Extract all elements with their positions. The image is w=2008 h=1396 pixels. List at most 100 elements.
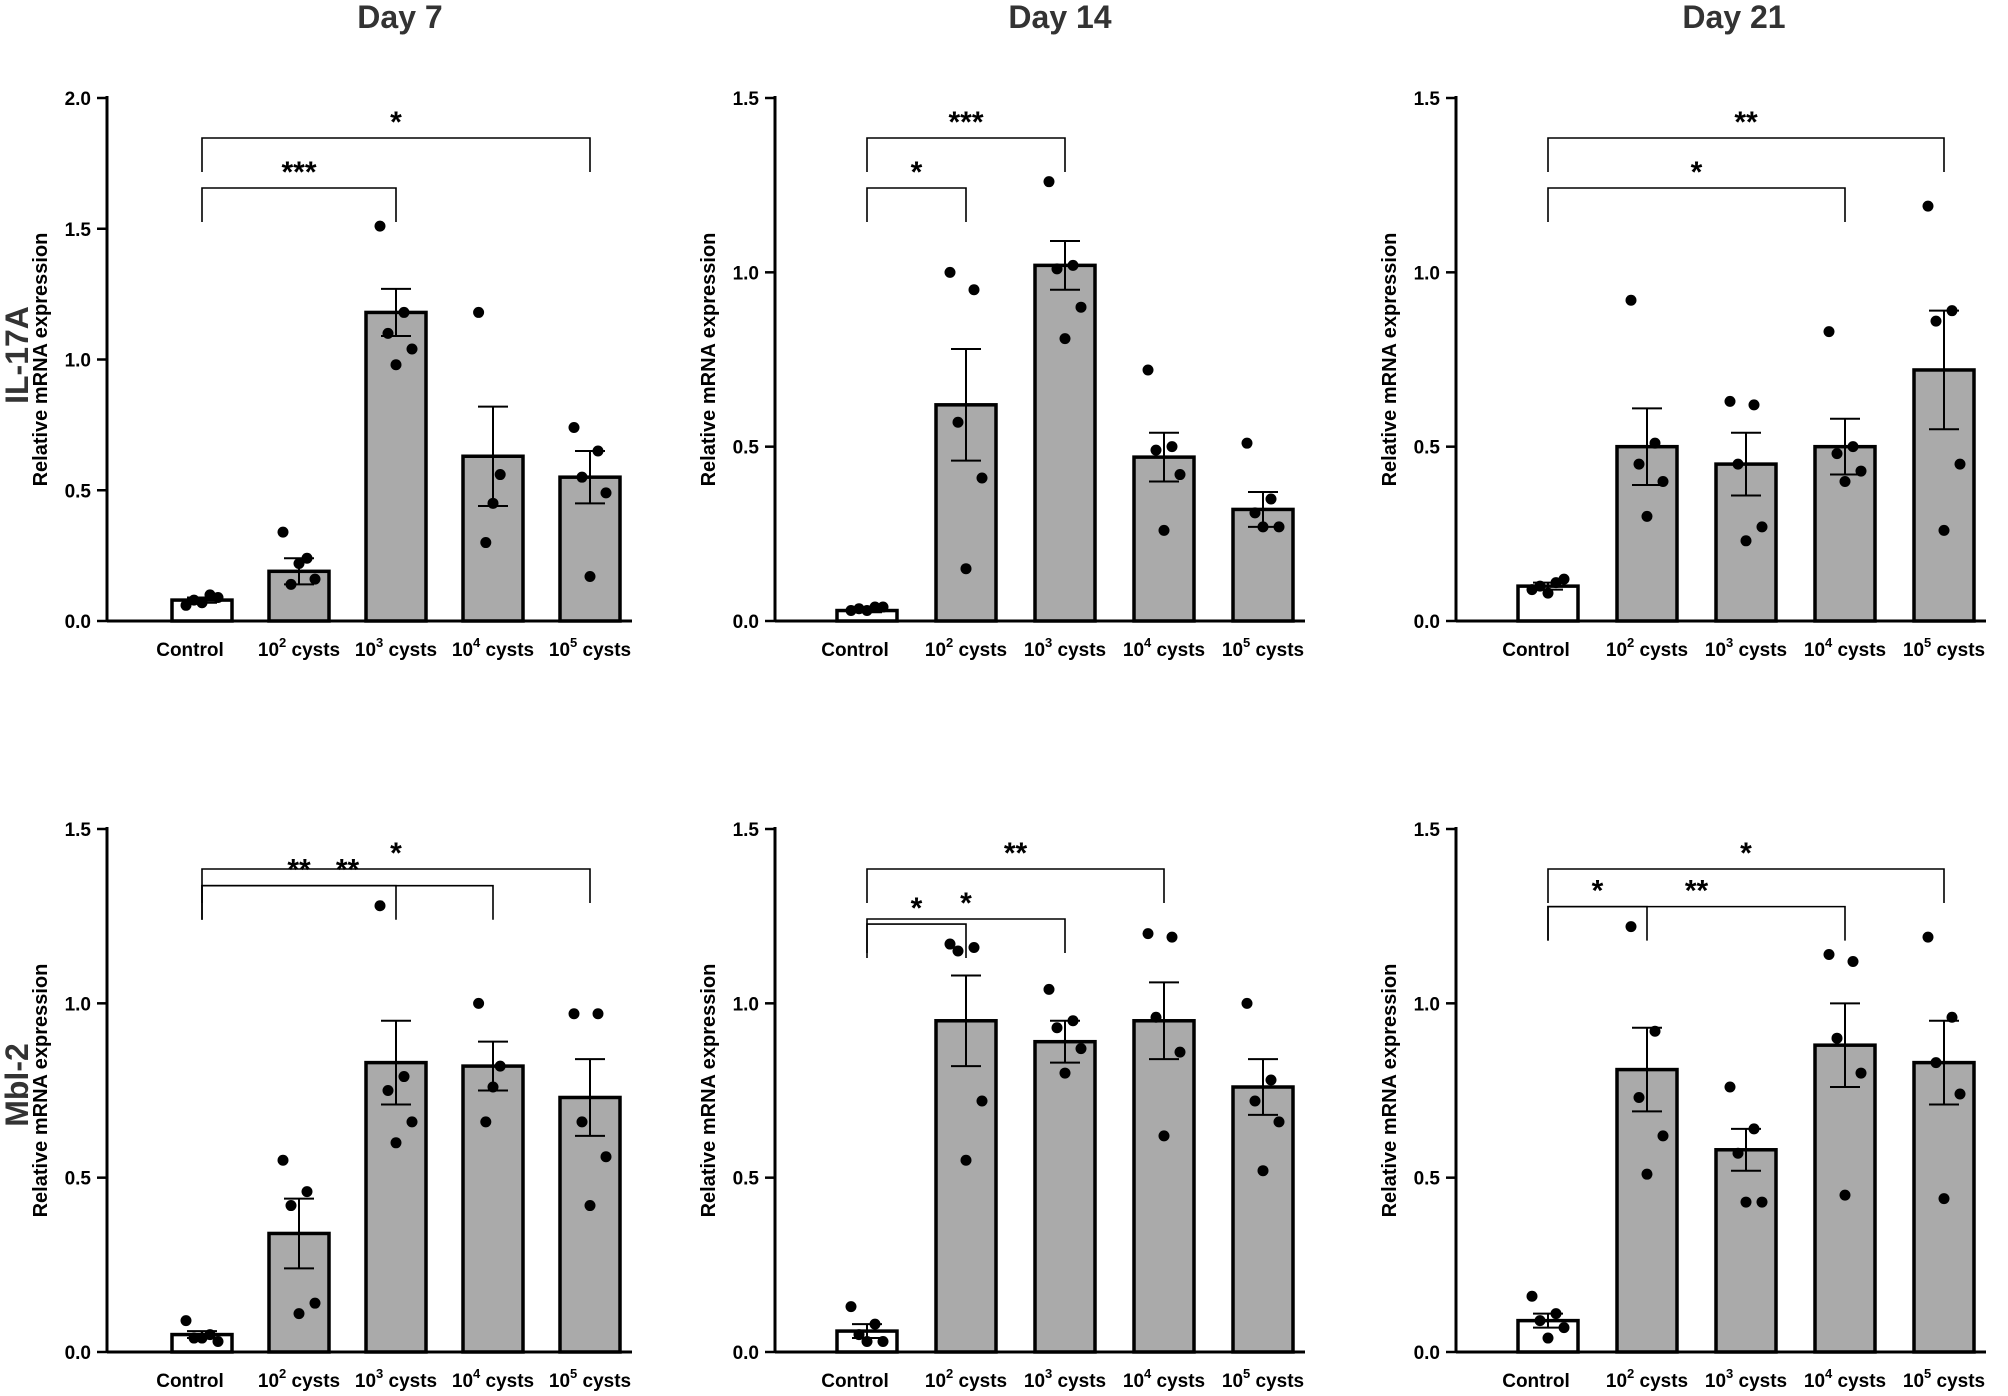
y-tick-label: 1.5 <box>733 820 760 841</box>
panel-2: 0.0 0.5 1.0 1.5 Relative mRNA expression Cont… <box>1379 89 1986 661</box>
data-point <box>1839 1189 1851 1201</box>
data-point <box>1150 444 1162 456</box>
data-point <box>1273 1116 1285 1128</box>
significance-bracket <box>201 884 397 920</box>
category-label: 103 cysts <box>1705 1366 1787 1392</box>
significance-label: * <box>960 887 972 920</box>
data-point <box>1059 1067 1071 1079</box>
data-point <box>1174 469 1186 481</box>
data-point <box>1542 587 1554 599</box>
category-label: 104 cysts <box>1804 1366 1886 1392</box>
y-tick-label: 0.0 <box>1414 1343 1440 1364</box>
category-label: 103 cysts <box>1024 635 1106 661</box>
data-point <box>976 1095 988 1107</box>
data-point <box>1954 458 1966 470</box>
data-point <box>374 220 386 232</box>
data-point <box>960 563 972 575</box>
data-point <box>293 1308 305 1320</box>
data-point <box>1051 263 1063 275</box>
data-point <box>494 469 506 481</box>
data-point <box>1657 1130 1669 1142</box>
bar <box>934 1019 998 1354</box>
data-point <box>1740 1196 1752 1208</box>
data-point <box>398 1071 410 1083</box>
chart-panels: 0.0 0.5 1.0 1.5 2.0 Relative mRNA expression C… <box>30 89 1986 1392</box>
data-point <box>309 1297 321 1309</box>
significance-label: * <box>1592 875 1604 908</box>
y-axis-label: Relative mRNA expression <box>1379 964 1401 1218</box>
data-point <box>212 591 224 603</box>
data-point <box>1067 1015 1079 1027</box>
data-point <box>1823 949 1835 961</box>
data-point <box>277 1154 289 1166</box>
data-point <box>1558 573 1570 585</box>
data-point <box>390 1137 402 1149</box>
data-point <box>1641 510 1653 522</box>
data-point <box>1249 1095 1261 1107</box>
y-tick-label: 1.5 <box>733 89 760 110</box>
y-tick-label: 0.5 <box>733 1169 760 1190</box>
significance-label: ** <box>287 854 311 887</box>
data-point <box>1724 395 1736 407</box>
data-point <box>212 1336 224 1348</box>
y-tick-label: 1.5 <box>65 220 92 241</box>
bar <box>1813 444 1877 623</box>
data-point <box>487 1081 499 1093</box>
panel-3: 0.0 0.5 1.0 1.5 Relative mRNA expression Cont… <box>30 820 632 1392</box>
category-label: Control <box>1502 640 1570 661</box>
data-point <box>1748 399 1760 411</box>
significance-bracket <box>201 187 397 222</box>
category-label: 102 cysts <box>1606 635 1688 661</box>
data-point <box>277 526 289 538</box>
significance-label: * <box>390 106 402 139</box>
significance-label: *** <box>948 106 983 139</box>
bar <box>364 1060 428 1354</box>
y-axis-label: Relative mRNA expression <box>1379 233 1401 487</box>
bar <box>461 1064 525 1354</box>
data-point <box>584 1200 596 1212</box>
category-label: Control <box>1502 1371 1570 1392</box>
data-point <box>1756 1196 1768 1208</box>
data-point <box>1922 200 1934 212</box>
data-point <box>869 1318 881 1330</box>
data-point <box>1823 326 1835 338</box>
data-point <box>1257 521 1269 533</box>
category-label: 105 cysts <box>1903 1366 1985 1392</box>
data-point <box>1938 1193 1950 1205</box>
y-tick-label: 1.0 <box>1414 994 1440 1015</box>
category-label: 103 cysts <box>355 1366 437 1392</box>
category-label: 104 cysts <box>1123 1366 1205 1392</box>
y-tick-label: 1.5 <box>1414 820 1441 841</box>
significance-label: * <box>390 837 402 870</box>
data-point <box>1855 465 1867 477</box>
bar <box>1132 455 1196 623</box>
y-tick-label: 1.5 <box>65 820 92 841</box>
y-tick-label: 0.0 <box>733 1343 759 1364</box>
data-point <box>960 1154 972 1166</box>
data-point <box>1946 1011 1958 1023</box>
data-point <box>196 1332 208 1344</box>
data-point <box>473 997 485 1009</box>
data-point <box>877 601 889 613</box>
data-point <box>1558 1322 1570 1334</box>
y-tick-label: 0.0 <box>733 612 759 633</box>
y-tick-label: 0.0 <box>65 1343 91 1364</box>
row-title-il17a: IL-17A <box>0 306 35 404</box>
y-axis-label: Relative mRNA expression <box>30 964 52 1218</box>
data-point <box>1930 1057 1942 1069</box>
panel-5: 0.0 0.5 1.0 1.5 Relative mRNA expression Cont… <box>1379 820 1986 1392</box>
data-point <box>1831 448 1843 460</box>
data-point <box>1241 437 1253 449</box>
significance-bracket <box>1547 905 1846 941</box>
category-label: Control <box>821 1371 889 1392</box>
significance-label: * <box>1740 837 1752 870</box>
data-point <box>1633 458 1645 470</box>
column-title-day7: Day 7 <box>357 0 442 35</box>
data-point <box>480 537 492 549</box>
data-point <box>576 1116 588 1128</box>
y-axis-label: Relative mRNA expression <box>698 964 720 1218</box>
data-point <box>1550 1308 1562 1320</box>
data-point <box>592 1008 604 1020</box>
data-point <box>188 1332 200 1344</box>
